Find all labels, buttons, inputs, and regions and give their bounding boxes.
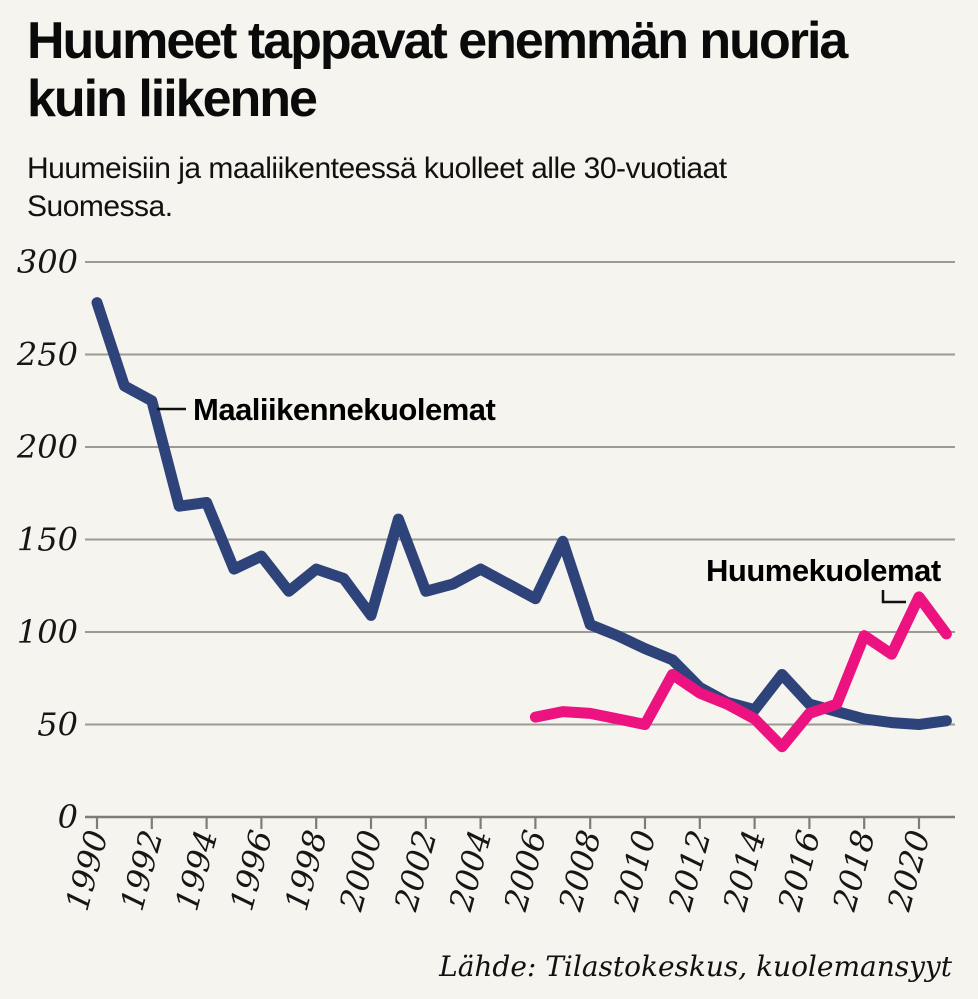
- annotation-label-maaliikennekuolemat: Maaliikennekuolemat: [193, 392, 496, 427]
- x-tick-label-2002: 2002: [386, 826, 444, 915]
- x-tick-label-1994: 1994: [168, 826, 226, 914]
- y-tick-label-200: 200: [16, 428, 78, 466]
- annotation-connector-huumekuolemat: [881, 590, 906, 604]
- y-tick-label-50: 50: [37, 706, 78, 744]
- x-tick-label-2016: 2016: [770, 826, 828, 915]
- chart-subtitle: Huumeisiin ja maaliikenteessä kuolleet a…: [27, 150, 927, 226]
- x-tick-label-2012: 2012: [660, 826, 718, 915]
- title-line-1: Huumeet tappavat enemmän nuoria: [27, 12, 848, 70]
- y-tick-label-150: 150: [17, 521, 78, 559]
- line-chart: 0501001502002503001990199219941996199820…: [16, 243, 955, 916]
- series-line-huumekuolemat: [529, 591, 952, 753]
- x-tick-label-2008: 2008: [551, 826, 609, 915]
- x-tick-label-2000: 2000: [332, 826, 390, 915]
- source-note: Lähde: Tilastokeskus, kuolemansyyt: [439, 950, 952, 983]
- x-tick-label-2010: 2010: [606, 826, 664, 915]
- x-tick-label-1992: 1992: [113, 826, 171, 914]
- y-tick-label-0: 0: [58, 798, 78, 836]
- y-tick-label-250: 250: [16, 336, 78, 374]
- x-tick-label-2006: 2006: [496, 826, 554, 915]
- subtitle-line-1: Huumeisiin ja maaliikenteessä kuolleet a…: [27, 152, 727, 185]
- title-line-2: kuin liikenne: [27, 70, 318, 128]
- x-tick-label-2004: 2004: [441, 826, 499, 915]
- x-tick-label-1990: 1990: [58, 826, 116, 914]
- x-tick-label-2018: 2018: [825, 826, 883, 915]
- y-tick-label-100: 100: [17, 613, 78, 651]
- annotation-label-huumekuolemat: Huumekuolemat: [706, 553, 941, 588]
- x-tick-label-1998: 1998: [277, 826, 335, 914]
- page-title: Huumeet tappavat enemmän nuoria kuin lii…: [27, 12, 957, 128]
- series-line-maaliikennekuolemat: [91, 297, 952, 730]
- subtitle-line-2: Suomessa.: [27, 190, 173, 223]
- x-tick-label-2020: 2020: [880, 826, 938, 915]
- y-tick-label-300: 300: [17, 243, 78, 281]
- x-tick-label-1996: 1996: [222, 826, 280, 914]
- x-tick-label-2014: 2014: [715, 826, 773, 915]
